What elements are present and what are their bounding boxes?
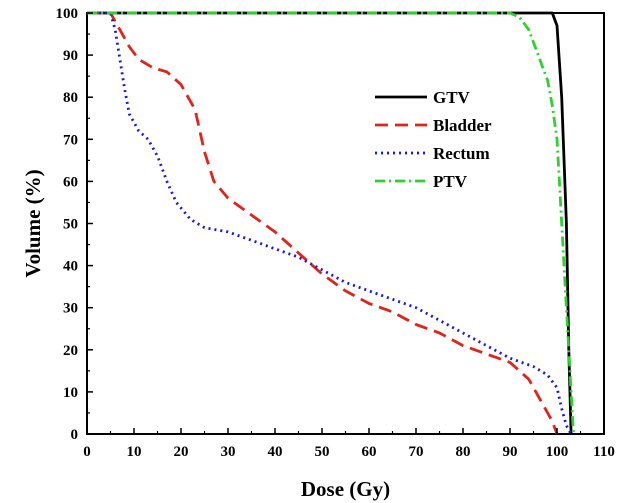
series-layer [87, 11, 575, 435]
x-tick-label: 10 [127, 444, 142, 460]
y-tick-label: 10 [63, 385, 78, 401]
legend-label-rectum: Rectum [433, 144, 490, 163]
x-tick-label: 110 [593, 444, 615, 460]
plot-area [86, 12, 605, 435]
y-axis-title: Volume (%) [21, 169, 45, 277]
axis-ticks [86, 12, 605, 435]
x-tick-label: 80 [456, 444, 471, 460]
y-tick-label: 90 [63, 48, 78, 64]
x-tick-label: 0 [83, 444, 91, 460]
x-tick-label: 20 [174, 444, 189, 460]
legend-label-gtv: GTV [433, 88, 471, 107]
series-line-gtv [87, 11, 573, 435]
x-tick-label: 70 [409, 444, 424, 460]
series-line-ptv [87, 11, 575, 435]
x-axis-title: Dose (Gy) [301, 477, 390, 501]
y-tick-label: 60 [63, 174, 78, 190]
legend-label-ptv: PTV [433, 172, 468, 191]
y-tick-label: 0 [71, 427, 79, 443]
y-tick-label: 50 [63, 217, 78, 233]
x-tick-label: 30 [221, 444, 236, 460]
y-tick-label: 70 [63, 132, 78, 148]
y-tick-label: 40 [63, 259, 78, 275]
y-tick-label: 20 [63, 343, 78, 359]
x-tick-label: 100 [546, 444, 569, 460]
plot-border [86, 12, 605, 435]
tick-labels: 0 10 20 30 40 50 60 70 80 90 100 110 0 10 20 30 40 50 60 70… [56, 6, 615, 460]
x-tick-label: 90 [503, 444, 518, 460]
y-tick-label: 30 [63, 301, 78, 317]
series-line-bladder [87, 11, 559, 435]
y-tick-label: 100 [56, 6, 79, 22]
x-tick-label: 60 [362, 444, 377, 460]
x-tick-label: 40 [268, 444, 283, 460]
x-tick-label: 50 [315, 444, 330, 460]
legend-label-bladder: Bladder [433, 116, 492, 135]
y-tick-label: 80 [63, 90, 78, 106]
series-line-rectum [87, 11, 573, 435]
legend: GTV Bladder Rectum PTV [375, 88, 492, 191]
